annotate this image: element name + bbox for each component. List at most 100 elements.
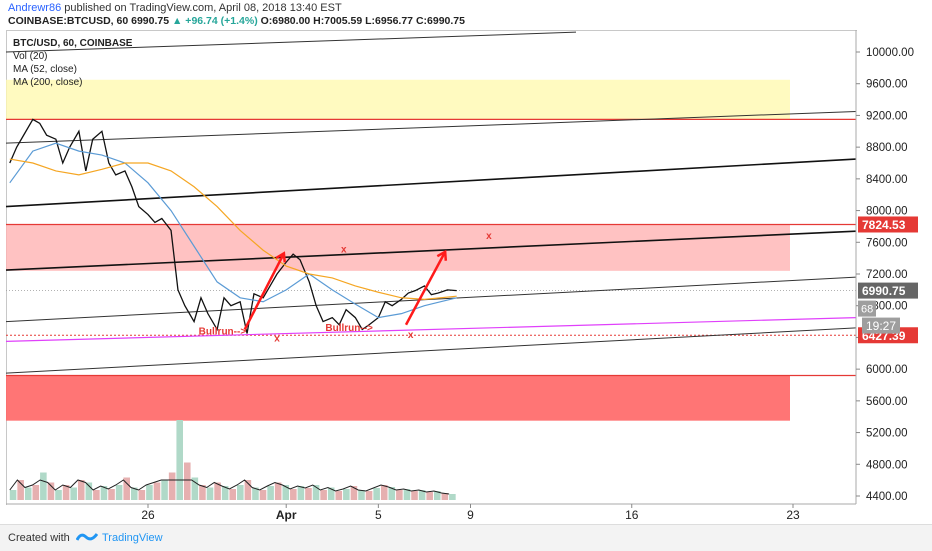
volume-bar bbox=[40, 472, 47, 500]
y-tick-label: 5200.00 bbox=[866, 428, 908, 440]
price-label-box bbox=[858, 282, 918, 299]
volume-bar bbox=[343, 489, 350, 500]
volume-bar bbox=[62, 485, 70, 500]
publish-line: Andrewr86 published on TradingView.com, … bbox=[8, 2, 342, 14]
x-tick-label: Apr bbox=[276, 508, 297, 522]
created-with-text: Created with bbox=[8, 532, 70, 544]
y-tick-label: 5600.00 bbox=[866, 396, 908, 408]
x-marker-2: x bbox=[341, 245, 347, 256]
volume-bar bbox=[449, 494, 456, 500]
last-price: 6990.75 bbox=[131, 15, 170, 27]
y-tick-label: 10000.00 bbox=[866, 47, 914, 59]
volume-bar bbox=[411, 491, 418, 500]
volume-bar bbox=[403, 489, 411, 500]
volume-bar bbox=[252, 487, 259, 500]
volume-bar bbox=[365, 491, 373, 500]
x-tick-label: 26 bbox=[141, 508, 155, 522]
volume-bar bbox=[297, 486, 305, 500]
volume-bar bbox=[153, 482, 161, 500]
y-tick-label: 9200.00 bbox=[866, 110, 908, 122]
partial-label-text: 68 bbox=[861, 304, 873, 316]
volume-bar bbox=[373, 488, 380, 500]
volume-bar bbox=[335, 491, 343, 500]
y-tick-label: 4400.00 bbox=[866, 491, 908, 503]
volume-bar bbox=[274, 482, 282, 500]
trend-line-channel-bottom bbox=[5, 276, 857, 323]
volume-bar bbox=[100, 486, 108, 500]
volume-bar bbox=[221, 486, 229, 500]
bullrun-arrow-2 bbox=[404, 251, 447, 326]
support-zone bbox=[6, 375, 790, 421]
ma52-line bbox=[9, 142, 457, 319]
footer-bar: Created with TradingView bbox=[0, 524, 932, 551]
upper-zone bbox=[6, 79, 790, 120]
bullrun-label-1: Bullrun--> bbox=[199, 326, 247, 337]
partial-label-box bbox=[858, 300, 876, 317]
volume-bar bbox=[130, 487, 138, 500]
x-marker-1: x bbox=[274, 333, 280, 344]
volume-bar bbox=[168, 472, 176, 500]
chart-legend: BTC/USD, 60, COINBASE Vol (20) MA (52, c… bbox=[13, 37, 132, 89]
resistance-zone bbox=[6, 224, 790, 271]
published-text: published on TradingView.com, April 08, … bbox=[64, 2, 342, 14]
y-tick-label: 7600.00 bbox=[866, 237, 908, 249]
price-series-line bbox=[9, 118, 457, 334]
ma200-line bbox=[9, 158, 457, 300]
volume-bar bbox=[388, 487, 396, 500]
legend-ma52[interactable]: MA (52, close) bbox=[13, 64, 77, 75]
y-tick-label: 4800.00 bbox=[866, 459, 908, 471]
y-tick-label: 6800.00 bbox=[866, 301, 908, 313]
price-label-text: 6990.75 bbox=[862, 284, 906, 298]
tradingview-logo-icon bbox=[76, 533, 98, 541]
volume-bar bbox=[320, 490, 327, 500]
trend-line-lower bbox=[5, 327, 857, 374]
x-tick-label: 23 bbox=[786, 508, 800, 522]
volume-bar bbox=[9, 490, 17, 500]
volume-bar bbox=[161, 480, 168, 500]
volume-bar bbox=[312, 485, 320, 500]
trend-line-mid bbox=[5, 158, 857, 208]
price-label-box bbox=[858, 216, 918, 233]
volume-bar bbox=[85, 482, 93, 500]
trend-line-top bbox=[5, 31, 577, 53]
volume-bar bbox=[183, 462, 191, 500]
legend-ma200[interactable]: MA (200, close) bbox=[13, 77, 83, 88]
trend-line-upper bbox=[5, 110, 857, 144]
volume-bar bbox=[380, 485, 388, 500]
volume-bar bbox=[24, 487, 32, 500]
volume-bar bbox=[418, 490, 426, 500]
legend-title: BTC/USD, 60, COINBASE bbox=[13, 38, 133, 49]
countdown-text: 19:27 bbox=[866, 319, 896, 333]
volume-bar bbox=[290, 489, 297, 500]
countdown-box bbox=[862, 317, 900, 334]
volume-bar bbox=[267, 486, 274, 500]
volume-bar bbox=[70, 487, 77, 500]
volume-bar bbox=[214, 482, 221, 500]
volume-bar bbox=[426, 492, 433, 500]
volume-bar bbox=[138, 490, 146, 500]
volume-bar bbox=[47, 482, 55, 500]
volume-bar bbox=[433, 491, 441, 500]
x-tick-label: 9 bbox=[467, 508, 474, 522]
volume-ma-line bbox=[9, 479, 450, 495]
volume-bar bbox=[282, 485, 290, 500]
volume-bar bbox=[305, 488, 312, 500]
close-value: C:6990.75 bbox=[415, 15, 465, 27]
tradingview-brand[interactable]: TradingView bbox=[102, 532, 163, 544]
volume-bar bbox=[32, 485, 40, 500]
volume-bar bbox=[259, 490, 267, 500]
trend-line-magenta bbox=[5, 317, 857, 342]
author-link[interactable]: Andrewr86 bbox=[8, 2, 62, 14]
x-marker-4: x bbox=[486, 231, 492, 242]
y-tick-label: 9600.00 bbox=[866, 79, 908, 91]
legend-vol[interactable]: Vol (20) bbox=[13, 51, 48, 62]
symbol-label: COINBASE:BTCUSD, 60 bbox=[8, 15, 129, 27]
volume-bar bbox=[17, 480, 24, 500]
volume-bar bbox=[108, 489, 115, 500]
y-tick-label: 8800.00 bbox=[866, 142, 908, 154]
x-marker-3: x bbox=[408, 330, 414, 341]
bullrun-label-2: Bullrun--> bbox=[325, 323, 373, 334]
volume-bar bbox=[199, 485, 206, 500]
trend-line-channel-top bbox=[5, 230, 857, 271]
